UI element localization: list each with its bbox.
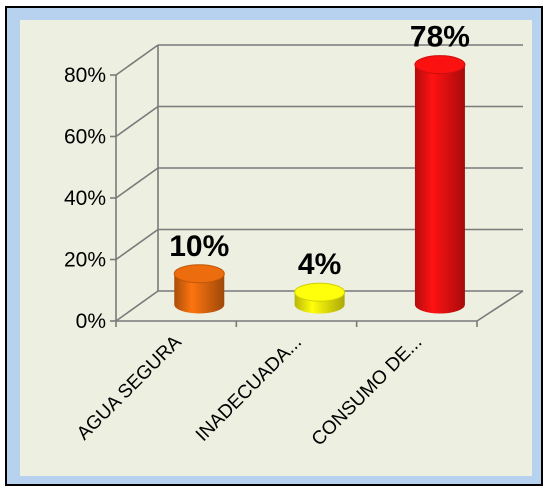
bar-body: [174, 273, 225, 314]
bar-body: [414, 64, 465, 314]
gridline-diagonal: [115, 105, 159, 138]
bar-top: [414, 55, 466, 75]
y-tick-label: 60%: [64, 126, 106, 149]
floor-right-edge: [476, 290, 524, 322]
category-label: AGUA SEGURA: [73, 331, 186, 444]
data-label: 10%: [169, 230, 229, 263]
category-label: CONSUMO DE...: [308, 332, 427, 451]
bar-3: [414, 55, 466, 314]
bar-top: [294, 282, 346, 302]
y-tick-label: 0%: [76, 310, 106, 333]
data-label: 78%: [410, 21, 470, 54]
bar-1: [173, 264, 225, 314]
y-tick-label: 40%: [64, 187, 106, 210]
y-tick-label: 80%: [64, 64, 106, 87]
y-tick-label: 20%: [64, 249, 106, 272]
bar-top: [173, 264, 225, 284]
labels: 0% 20% 40% 60% 80% 10% AGUA SEGURA 4% INADECUADA…: [64, 21, 470, 451]
category-label: INADECUADA...: [192, 332, 306, 446]
bar-2: [294, 282, 346, 314]
data-label: 4%: [298, 248, 341, 281]
gridline-diagonal: [115, 167, 159, 199]
gridline-diagonal: [115, 228, 159, 261]
bars: [173, 55, 466, 314]
gridline-diagonal: [115, 290, 159, 322]
gridline-diagonal: [115, 44, 159, 76]
